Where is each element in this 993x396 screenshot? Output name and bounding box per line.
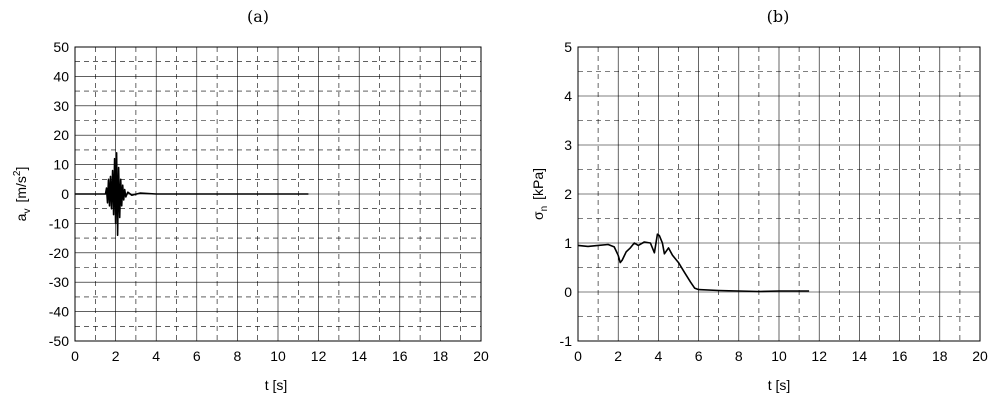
panel-a-y-tick-label: 30 <box>53 98 69 114</box>
panel-b-series-line <box>577 233 810 293</box>
panel-b-y-tick-label: 0 <box>564 284 572 300</box>
panel-b-x-tick-label: 2 <box>614 348 622 364</box>
panel-a-x-tick-label: 4 <box>152 348 160 364</box>
panel-a-series-line <box>75 152 309 236</box>
panel-a-x-axis-label: t [s] <box>265 377 288 393</box>
panel-a-plot-frame <box>74 46 482 342</box>
panel-a-x-tick-label: 18 <box>433 348 449 364</box>
panel-b-y-tick-label: 4 <box>564 88 572 104</box>
panel-b-y-axis-label: σn[kPa] <box>530 168 550 220</box>
panel-a-y-axis-label: av[m/s2] <box>12 167 33 222</box>
panel-b-x-tick-label: 4 <box>655 348 663 364</box>
panel-a-x-tick-label: 10 <box>270 348 286 364</box>
panel-b-y-tick-label: -1 <box>560 333 573 349</box>
panel-b-x-tick-label: 6 <box>695 348 703 364</box>
panel-a-y-tick-label: -50 <box>49 333 69 349</box>
panel-a: (a) 0 2 4 6 8 10 12 14 16 18 20 -50 -40 -30 -20 -10 0 10… <box>12 7 489 393</box>
panel-a-y-tick-label: 0 <box>61 186 69 202</box>
panel-a-y-tick-label: 40 <box>53 68 69 84</box>
panel-a-y-tick-label: 20 <box>53 127 69 143</box>
panel-a-y-tick-label: -40 <box>49 304 69 320</box>
panel-b-title: (b) <box>767 7 790 26</box>
panel-a-y-tick-label: 50 <box>53 39 69 55</box>
panel-b-y-tick-label: 2 <box>564 186 572 202</box>
panel-b-plot-frame <box>577 46 981 342</box>
panel-b-y-tick-label: 1 <box>564 235 572 251</box>
panel-a-y-tick-label: -10 <box>49 215 69 231</box>
panel-b-x-tick-label: 14 <box>852 348 868 364</box>
panel-b-y-ticks: -1 0 1 2 3 4 5 <box>560 39 573 349</box>
panel-a-x-tick-label: 14 <box>351 348 367 364</box>
panel-a-x-tick-label: 2 <box>112 348 120 364</box>
panel-b-grid <box>577 46 981 342</box>
panel-b-y-tick-label: 3 <box>564 137 572 153</box>
panel-a-y-tick-label: -20 <box>49 245 69 261</box>
panel-a-x-tick-label: 20 <box>473 348 489 364</box>
panel-a-x-tick-label: 0 <box>71 348 79 364</box>
panel-a-x-tick-label: 8 <box>234 348 242 364</box>
panel-a-x-tick-label: 6 <box>193 348 201 364</box>
panel-b-x-tick-label: 20 <box>972 348 988 364</box>
panel-b-x-tick-label: 0 <box>574 348 582 364</box>
panel-b-x-tick-label: 8 <box>735 348 743 364</box>
panel-a-y-tick-label: 10 <box>53 157 69 173</box>
panel-b-x-axis-label: t [s] <box>768 377 791 393</box>
panel-a-x-tick-label: 16 <box>392 348 408 364</box>
panel-a-x-ticks: 0 2 4 6 8 10 12 14 16 18 20 <box>71 348 489 364</box>
panel-b-y-tick-label: 5 <box>564 39 572 55</box>
panel-b-x-tick-label: 18 <box>932 348 948 364</box>
panel-a-title: (a) <box>247 7 269 26</box>
panel-b-x-tick-label: 16 <box>892 348 908 364</box>
panel-a-x-tick-label: 12 <box>311 348 327 364</box>
panel-a-y-tick-label: -30 <box>49 274 69 290</box>
panel-a-y-ticks: -50 -40 -30 -20 -10 0 10 20 30 40 50 <box>49 39 69 349</box>
panel-b-x-tick-label: 10 <box>771 348 787 364</box>
panel-b-x-ticks: 0 2 4 6 8 10 12 14 16 18 20 <box>574 348 988 364</box>
panel-b-x-tick-label: 12 <box>811 348 827 364</box>
